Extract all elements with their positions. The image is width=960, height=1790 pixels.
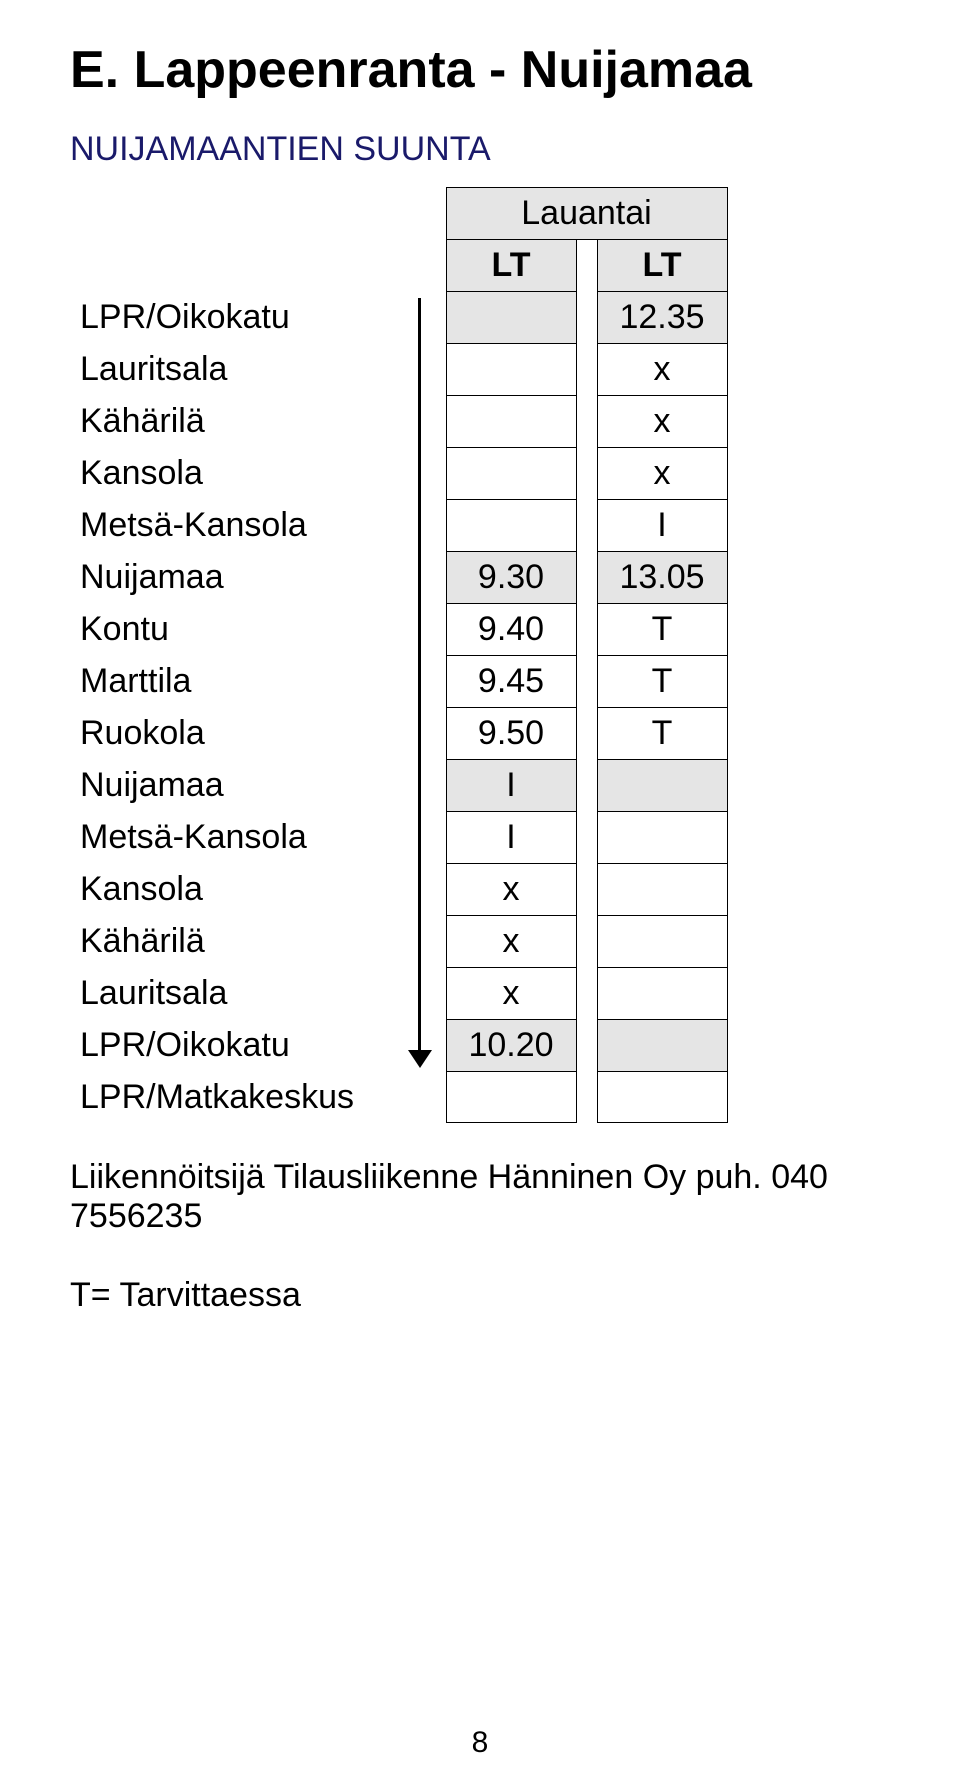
cell-c1 (446, 448, 576, 500)
cell-c2: T (597, 708, 727, 760)
table-row: LPR/Oikokatu 12.35 (70, 292, 727, 344)
legend-note: T= Tarvittaessa (70, 1276, 890, 1315)
cell-c1: I (446, 812, 576, 864)
stop-name: LPR/Oikokatu (70, 1020, 400, 1072)
page-title: E. Lappeenranta - Nuijamaa (70, 40, 890, 100)
cell-c1 (446, 1072, 576, 1123)
table-row: LPR/Matkakeskus (70, 1072, 727, 1123)
stop-name: Kähärilä (70, 916, 400, 968)
stop-name: Kontu (70, 604, 400, 656)
cell-c1 (446, 396, 576, 448)
operator-line: Liikennöitsijä Tilausliikenne Hänninen O… (70, 1158, 890, 1236)
cell-c1: 9.50 (446, 708, 576, 760)
stop-name: LPR/Matkakeskus (70, 1072, 400, 1123)
cell-c2: T (597, 656, 727, 708)
cell-c2 (597, 1072, 727, 1123)
stop-name: LPR/Oikokatu (70, 292, 400, 344)
cell-c2: 13.05 (597, 552, 727, 604)
table-row: Kontu 9.40 T (70, 604, 727, 656)
table-row: Ruokola 9.50 T (70, 708, 727, 760)
cell-c2 (597, 760, 727, 812)
cell-c1: 9.45 (446, 656, 576, 708)
cell-c1 (446, 292, 576, 344)
day-header: Lauantai (446, 188, 727, 240)
stop-name: Nuijamaa (70, 552, 400, 604)
cell-c1 (446, 344, 576, 396)
cell-c2: x (597, 396, 727, 448)
column-labels-row: LT LT (70, 240, 727, 292)
cell-c2: I (597, 500, 727, 552)
cell-c2 (597, 916, 727, 968)
table-row: Kansola x (70, 864, 727, 916)
table-row: Kähärilä x (70, 916, 727, 968)
cell-c1: 10.20 (446, 1020, 576, 1072)
stop-name: Kansola (70, 864, 400, 916)
page-number: 8 (0, 1726, 960, 1760)
cell-c2: x (597, 448, 727, 500)
cell-c1: x (446, 968, 576, 1020)
table-row: Nuijamaa I (70, 760, 727, 812)
timetable: Lauantai LT LT LPR/Oikokatu12.35Lauritsa… (70, 187, 728, 1123)
cell-c2 (597, 812, 727, 864)
table-row: LPR/Oikokatu 10.20 (70, 1020, 727, 1072)
cell-c1: 9.30 (446, 552, 576, 604)
table-row: Nuijamaa 9.30 13.05 (70, 552, 727, 604)
day-header-row: Lauantai (70, 188, 727, 240)
cell-c1: x (446, 916, 576, 968)
table-row: Marttila 9.45 T (70, 656, 727, 708)
col-label-1: LT (446, 240, 576, 292)
stop-name: Nuijamaa (70, 760, 400, 812)
stop-name: Metsä-Kansola (70, 500, 400, 552)
table-row: Metsä-Kansola I (70, 812, 727, 864)
cell-c1: x (446, 864, 576, 916)
cell-c2 (597, 968, 727, 1020)
stop-name: Kähärilä (70, 396, 400, 448)
cell-c2: T (597, 604, 727, 656)
cell-c1 (446, 500, 576, 552)
table-row: Lauritsala x (70, 344, 727, 396)
stop-name: Lauritsala (70, 968, 400, 1020)
cell-c2 (597, 1020, 727, 1072)
cell-c1: I (446, 760, 576, 812)
stop-name: Marttila (70, 656, 400, 708)
table-row: Metsä-Kansola I (70, 500, 727, 552)
col-label-2: LT (597, 240, 727, 292)
stop-name: Kansola (70, 448, 400, 500)
cell-c1: 9.40 (446, 604, 576, 656)
timetable-wrap: Lauantai LT LT LPR/Oikokatu12.35Lauritsa… (70, 187, 728, 1123)
cell-c2: x (597, 344, 727, 396)
cell-c2 (597, 864, 727, 916)
table-row: Kansola x (70, 448, 727, 500)
table-row: Kähärilä x (70, 396, 727, 448)
cell-c2: 12.35 (597, 292, 727, 344)
section-subtitle: NUIJAMAANTIEN SUUNTA (70, 130, 890, 169)
table-row: Lauritsala x (70, 968, 727, 1020)
stop-name: Metsä-Kansola (70, 812, 400, 864)
stop-name: Lauritsala (70, 344, 400, 396)
stop-name: Ruokola (70, 708, 400, 760)
